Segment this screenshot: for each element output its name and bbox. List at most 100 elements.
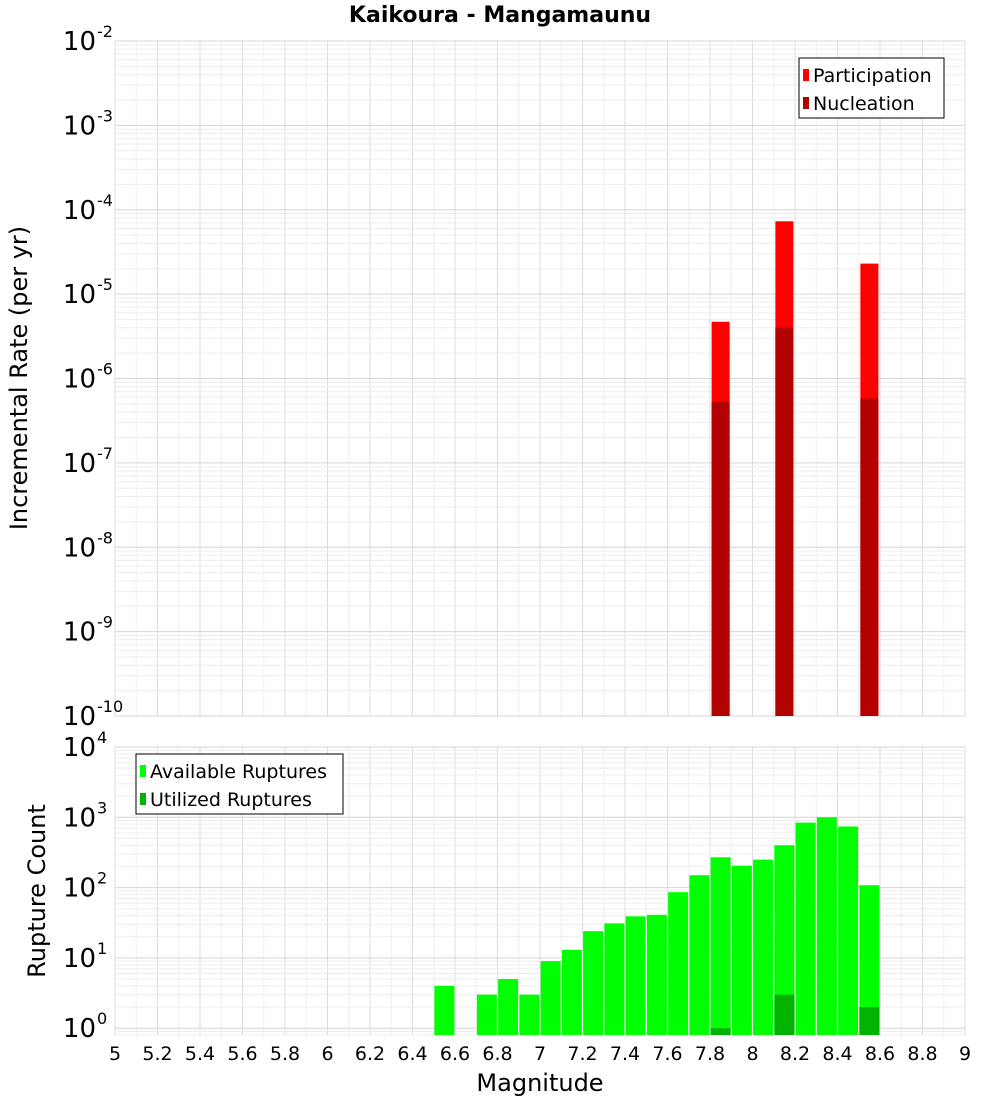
- nucleation-bar: [711, 401, 730, 716]
- x-tick-label: 7.2: [567, 1043, 597, 1065]
- y-tick-base: 10: [63, 733, 96, 763]
- rate-legend: Participation Nucleation: [798, 57, 945, 119]
- y-tick-base: 10: [63, 365, 96, 395]
- available-ruptures-bar: [689, 875, 710, 1035]
- x-tick-label: 8.2: [780, 1043, 810, 1065]
- y-tick-label: 10 -3: [63, 106, 113, 141]
- y-tick-label: 10 -10: [63, 697, 123, 732]
- y-tick-base: 10: [63, 803, 96, 833]
- chart-title: Kaikoura - Mangamaunu: [349, 3, 651, 28]
- y-tick-label: 10 -5: [63, 275, 113, 310]
- y-tick-base: 10: [63, 533, 96, 563]
- y-tick-exponent: 1: [97, 939, 107, 958]
- utilized-ruptures-bar: [774, 994, 795, 1035]
- x-tick-label: 5: [109, 1043, 121, 1065]
- available-ruptures-bar: [859, 885, 880, 1035]
- utilized-ruptures-bar: [710, 1028, 731, 1035]
- available-ruptures-bar: [646, 914, 667, 1035]
- available-ruptures-bar: [774, 845, 795, 1035]
- available-ruptures-bar: [561, 949, 582, 1035]
- y-tick-exponent: -7: [97, 444, 113, 463]
- x-tick-label: 6: [321, 1043, 333, 1065]
- y-tick-base: 10: [63, 111, 96, 141]
- available-ruptures-bar: [838, 826, 859, 1035]
- y-tick-label: 10 -9: [63, 613, 113, 648]
- x-axis-ticks: 5 5.2 5.4 5.6 5.8 6 6.2 6.4 6.6 6.8 7 7.2 7.4 7.6 7.8 8…: [109, 1043, 971, 1065]
- y-tick-exponent: -4: [97, 191, 113, 210]
- legend-swatch: [803, 69, 809, 81]
- y-tick-exponent: 3: [97, 798, 107, 817]
- available-ruptures-bar: [731, 865, 752, 1035]
- x-tick-label: 6.2: [355, 1043, 385, 1065]
- legend-box: [135, 753, 344, 815]
- y-tick-exponent: 4: [97, 728, 107, 747]
- y-tick-exponent: -10: [97, 697, 123, 716]
- x-tick-label: 8.4: [822, 1043, 852, 1065]
- y-tick-label: 10 1: [63, 939, 107, 974]
- y-tick-label: 10 -2: [63, 22, 113, 57]
- x-tick-label: 8: [746, 1043, 758, 1065]
- x-tick-label: 7.4: [610, 1043, 640, 1065]
- available-ruptures-bar: [604, 923, 625, 1035]
- x-tick-label: 7.6: [652, 1043, 682, 1065]
- x-tick-label: 7: [534, 1043, 546, 1065]
- available-ruptures-bar: [710, 857, 731, 1035]
- legend-label: Utilized Ruptures: [150, 789, 312, 811]
- available-ruptures-bar: [753, 859, 774, 1035]
- x-axis-label: Magnitude: [476, 1069, 603, 1097]
- y-tick-exponent: -9: [97, 613, 113, 632]
- x-tick-label: 6.4: [397, 1043, 427, 1065]
- available-ruptures-bar: [583, 931, 604, 1035]
- x-tick-label: 5.6: [227, 1043, 257, 1065]
- legend-swatch: [140, 793, 146, 805]
- nucleation-bar: [775, 327, 794, 716]
- y-tick-exponent: 2: [97, 869, 107, 888]
- y-tick-label: 10 -7: [63, 444, 113, 479]
- y-tick-exponent: -5: [97, 275, 113, 294]
- legend-label: Participation: [813, 65, 932, 87]
- x-tick-label: 8.6: [865, 1043, 895, 1065]
- legend-label: Available Ruptures: [150, 761, 327, 783]
- available-ruptures-bar: [476, 994, 497, 1035]
- x-tick-label: 6.6: [440, 1043, 470, 1065]
- y-tick-base: 10: [63, 944, 96, 974]
- rate-plot-gridlines: [114, 40, 966, 717]
- y-tick-label: 10 -8: [63, 528, 113, 563]
- available-ruptures-bar: [540, 961, 561, 1035]
- count-plot-bars: [434, 817, 880, 1035]
- count-y-axis-label: Rupture Count: [23, 804, 51, 978]
- x-tick-label: 9: [959, 1043, 971, 1065]
- y-tick-base: 10: [63, 449, 96, 479]
- y-tick-exponent: 0: [97, 1009, 107, 1028]
- y-tick-base: 10: [63, 27, 96, 57]
- y-tick-base: 10: [63, 1014, 96, 1044]
- available-ruptures-bar: [519, 994, 540, 1035]
- legend-box: [798, 57, 945, 119]
- y-tick-label: 10 0: [63, 1009, 107, 1044]
- y-tick-exponent: -3: [97, 106, 113, 125]
- available-ruptures-bar: [668, 892, 689, 1035]
- available-ruptures-bar: [434, 985, 455, 1035]
- x-tick-label: 5.8: [270, 1043, 300, 1065]
- y-tick-base: 10: [63, 874, 96, 904]
- y-tick-base: 10: [63, 618, 96, 648]
- y-tick-base: 10: [63, 196, 96, 226]
- y-tick-label: 10 3: [63, 798, 107, 833]
- legend-swatch: [140, 765, 146, 777]
- available-ruptures-bar: [498, 979, 519, 1035]
- y-tick-label: 10 -4: [63, 191, 113, 226]
- y-tick-label: 10 2: [63, 869, 107, 904]
- available-ruptures-bar: [795, 822, 816, 1035]
- x-tick-label: 8.8: [907, 1043, 937, 1065]
- count-legend: Available Ruptures Utilized Ruptures: [135, 753, 344, 815]
- x-tick-label: 6.8: [482, 1043, 512, 1065]
- legend-swatch: [803, 97, 809, 109]
- y-tick-exponent: -8: [97, 528, 113, 547]
- utilized-ruptures-bar: [859, 1007, 880, 1035]
- rate-y-axis-label: Incremental Rate (per yr): [5, 226, 33, 530]
- y-tick-exponent: -2: [97, 22, 113, 41]
- x-tick-label: 5.4: [185, 1043, 215, 1065]
